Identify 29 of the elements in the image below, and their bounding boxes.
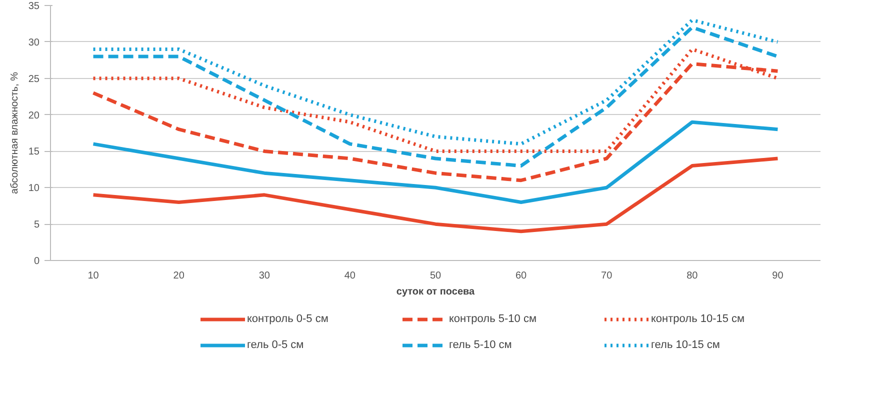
x-tick-label: 70 (601, 270, 613, 282)
legend-label: контроль 10-15 см (651, 313, 746, 325)
y-axis-title: абсолютная влажность, % (9, 72, 20, 194)
legend-label: контроль 5-10 см (449, 313, 538, 325)
x-tick-label: 40 (344, 270, 356, 282)
x-axis-title: суток от посева (396, 286, 476, 298)
x-tick-label: 50 (430, 270, 442, 282)
line-series (92, 26, 780, 168)
x-tick-label: 30 (258, 270, 270, 282)
legend-label: гель 10-15 см (651, 339, 721, 351)
y-tick-label: 30 (28, 37, 40, 48)
x-tick-label: 20 (173, 270, 185, 282)
line-series (92, 18, 780, 146)
x-tick-label: 80 (686, 270, 698, 282)
y-tick-label: 5 (34, 220, 40, 231)
x-tick-label: 10 (88, 270, 100, 282)
legend-label: гель 0-5 см (247, 339, 305, 351)
x-tick-label: 90 (772, 270, 784, 282)
line-series (92, 156, 780, 234)
x-tick-label: 60 (515, 270, 528, 282)
line-series (92, 120, 780, 204)
legend-label: гель 5-10 см (449, 339, 513, 351)
y-tick-label: 10 (28, 183, 40, 194)
y-tick-label: 0 (34, 256, 40, 267)
legend-label: контроль 0-5 см (247, 313, 330, 325)
y-tick-label: 35 (28, 1, 40, 12)
y-tick-label: 25 (28, 74, 40, 85)
y-tick-label: 15 (28, 146, 40, 158)
y-tick-label: 20 (28, 110, 40, 122)
